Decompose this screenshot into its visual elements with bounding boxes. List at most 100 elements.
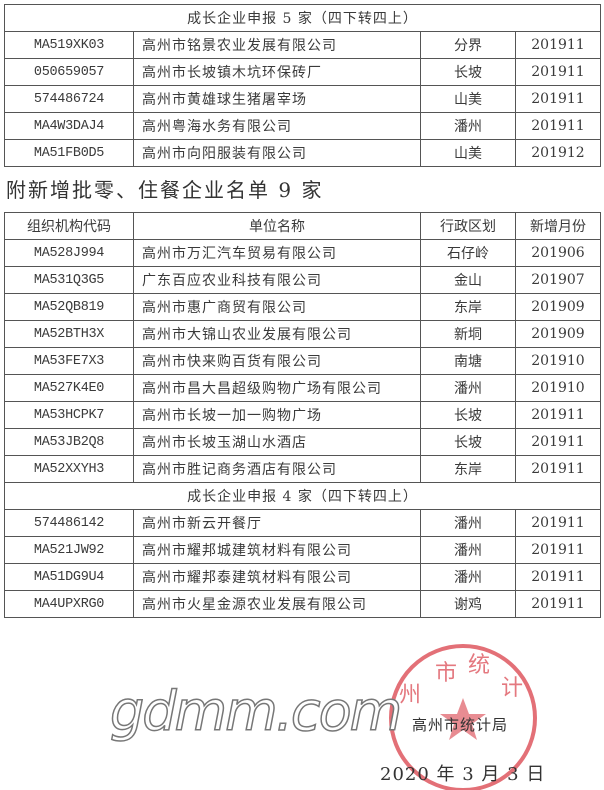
cell-name: 高州市万汇汽车贸易有限公司 <box>133 239 421 267</box>
cell-month: 201910 <box>515 347 601 375</box>
official-seal-icon: 市 统 计 州 <box>389 644 537 790</box>
cell-name: 高州市耀邦泰建筑材料有限公司 <box>133 563 421 591</box>
cell-name: 高州市向阳服装有限公司 <box>133 139 421 167</box>
cell-name: 高州市长坡一加一购物广场 <box>133 401 421 429</box>
svg-text:统: 统 <box>468 653 490 678</box>
cell-name: 高州市新云开餐厅 <box>133 509 421 537</box>
cell-region: 潘州 <box>420 374 516 402</box>
cell-region: 东岸 <box>420 293 516 321</box>
cell-region: 分界 <box>420 31 516 59</box>
table-row: MA521JW92 高州市耀邦城建筑材料有限公司 潘州 201911 <box>4 536 601 564</box>
cell-region: 山美 <box>420 139 516 167</box>
header-row: 组织机构代码 单位名称 行政区划 新增月份 <box>4 212 601 240</box>
cell-name: 高州粤海水务有限公司 <box>133 112 421 140</box>
table-row: 050659057 高州市长坡镇木坑环保砖厂 长坡 201911 <box>4 58 601 86</box>
cell-code: MA51DG9U4 <box>4 563 134 591</box>
growth-enterprise-table-top: 成长企业申报 5 家（四下转四上） MA519XK03 高州市铭景农业发展有限公司… <box>4 4 601 167</box>
table-row: MA519XK03 高州市铭景农业发展有限公司 分界 201911 <box>4 31 601 59</box>
cell-name: 高州市昌大昌超级购物广场有限公司 <box>133 374 421 402</box>
cell-month: 201911 <box>515 112 601 140</box>
cell-name: 高州市大锦山农业发展有限公司 <box>133 320 421 348</box>
section-title: 成长企业申报 5 家（四下转四上） <box>4 4 601 32</box>
table-row: MA53JB2Q8 高州市长坡玉湖山水酒店 长坡 201911 <box>4 428 601 456</box>
cell-name: 高州市耀邦城建筑材料有限公司 <box>133 536 421 564</box>
cell-month: 201906 <box>515 239 601 267</box>
header-name: 单位名称 <box>133 212 421 240</box>
table-row: 574486142 高州市新云开餐厅 潘州 201911 <box>4 509 601 537</box>
header-month: 新增月份 <box>515 212 601 240</box>
cell-code: MA51FB0D5 <box>4 139 134 167</box>
cell-month: 201911 <box>515 455 601 483</box>
cell-code: MA4UPXRG0 <box>4 590 134 618</box>
cell-month: 201907 <box>515 266 601 294</box>
cell-code: MA528J994 <box>4 239 134 267</box>
table-row: MA527K4E0 高州市昌大昌超级购物广场有限公司 潘州 201910 <box>4 374 601 402</box>
table-row: MA52XXYH3 高州市胜记商务酒店有限公司 东岸 201911 <box>4 455 601 483</box>
cell-code: 574486142 <box>4 509 134 537</box>
header-code: 组织机构代码 <box>4 212 134 240</box>
cell-code: MA53FE7X3 <box>4 347 134 375</box>
cell-region: 潘州 <box>420 536 516 564</box>
cell-code: 574486724 <box>4 85 134 113</box>
header-region: 行政区划 <box>420 212 516 240</box>
cell-code: MA519XK03 <box>4 31 134 59</box>
document-date: 2020 年 3 月 3 日 <box>380 764 546 785</box>
cell-region: 长坡 <box>420 428 516 456</box>
cell-region: 新垌 <box>420 320 516 348</box>
cell-region: 长坡 <box>420 58 516 86</box>
cell-region: 南塘 <box>420 347 516 375</box>
cell-code: MA52XXYH3 <box>4 455 134 483</box>
cell-month: 201911 <box>515 401 601 429</box>
cell-code: 050659057 <box>4 58 134 86</box>
section-row: 成长企业申报 4 家（四下转四上） <box>4 482 601 510</box>
cell-month: 201911 <box>515 58 601 86</box>
svg-text:州: 州 <box>399 683 421 708</box>
cell-code: MA527K4E0 <box>4 374 134 402</box>
cell-name: 高州市火星金源农业发展有限公司 <box>133 590 421 618</box>
cell-name: 高州市长坡玉湖山水酒店 <box>133 428 421 456</box>
signature-text: 高州市统计局 <box>412 716 509 734</box>
table-row: MA528J994 高州市万汇汽车贸易有限公司 石仔岭 201906 <box>4 239 601 267</box>
cell-code: MA531Q3G5 <box>4 266 134 294</box>
cell-month: 201911 <box>515 509 601 537</box>
cell-name: 广东百应农业科技有限公司 <box>133 266 421 294</box>
cell-month: 201911 <box>515 536 601 564</box>
section-row: 成长企业申报 5 家（四下转四上） <box>4 4 601 32</box>
new-enterprise-table: 组织机构代码 单位名称 行政区划 新增月份 MA528J994 高州市万汇汽车贸易… <box>4 212 601 618</box>
table-row: MA53FE7X3 高州市快来购百货有限公司 南塘 201910 <box>4 347 601 375</box>
cell-region: 东岸 <box>420 455 516 483</box>
cell-region: 金山 <box>420 266 516 294</box>
table-row: MA53HCPK7 高州市长坡一加一购物广场 长坡 201911 <box>4 401 601 429</box>
cell-code: MA52BTH3X <box>4 320 134 348</box>
cell-name: 高州市黄雄球生猪屠宰场 <box>133 85 421 113</box>
cell-month: 201911 <box>515 590 601 618</box>
table-row: MA51DG9U4 高州市耀邦泰建筑材料有限公司 潘州 201911 <box>4 563 601 591</box>
table-row: 574486724 高州市黄雄球生猪屠宰场 山美 201911 <box>4 85 601 113</box>
table-row: MA531Q3G5 广东百应农业科技有限公司 金山 201907 <box>4 266 601 294</box>
cell-name: 高州市惠广商贸有限公司 <box>133 293 421 321</box>
cell-name: 高州市铭景农业发展有限公司 <box>133 31 421 59</box>
cell-code: MA53JB2Q8 <box>4 428 134 456</box>
svg-text:市: 市 <box>435 661 457 686</box>
cell-month: 201909 <box>515 320 601 348</box>
cell-name: 高州市快来购百货有限公司 <box>133 347 421 375</box>
cell-name: 高州市胜记商务酒店有限公司 <box>133 455 421 483</box>
cell-code: MA521JW92 <box>4 536 134 564</box>
cell-region: 山美 <box>420 85 516 113</box>
table-row: MA4W3DAJ4 高州粤海水务有限公司 潘州 201911 <box>4 112 601 140</box>
cell-region: 谢鸡 <box>420 590 516 618</box>
svg-text:计: 计 <box>501 676 523 701</box>
cell-code: MA52QB819 <box>4 293 134 321</box>
cell-name: 高州市长坡镇木坑环保砖厂 <box>133 58 421 86</box>
cell-month: 201912 <box>515 139 601 167</box>
cell-region: 石仔岭 <box>420 239 516 267</box>
cell-month: 201909 <box>515 293 601 321</box>
table-row: MA52QB819 高州市惠广商贸有限公司 东岸 201909 <box>4 293 601 321</box>
cell-region: 潘州 <box>420 563 516 591</box>
table-row: MA51FB0D5 高州市向阳服装有限公司 山美 201912 <box>4 139 601 167</box>
cell-month: 201910 <box>515 374 601 402</box>
section-title: 成长企业申报 4 家（四下转四上） <box>4 482 601 510</box>
cell-month: 201911 <box>515 85 601 113</box>
cell-region: 潘州 <box>420 112 516 140</box>
cell-region: 潘州 <box>420 509 516 537</box>
